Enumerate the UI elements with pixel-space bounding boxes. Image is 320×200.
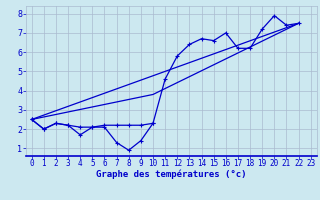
X-axis label: Graphe des températures (°c): Graphe des températures (°c): [96, 170, 246, 179]
